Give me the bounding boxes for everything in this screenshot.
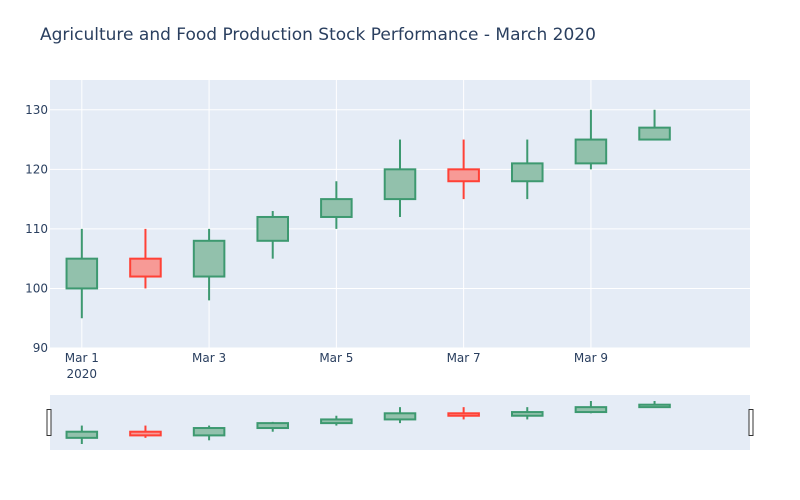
y-tick-label: 90 [33,341,48,355]
candle-decreasing[interactable] [447,139,480,200]
mini-candle [638,401,671,409]
y-tick-label: 100 [25,281,48,295]
mini-candle-body [65,430,99,439]
mini-candle-body [320,418,353,425]
mini-candle-body [574,406,608,414]
y-tick-label: 120 [25,162,48,176]
candle-body [574,138,608,165]
candle-body [511,162,544,183]
range-slider-left-handle[interactable] [46,409,52,436]
mini-candle-body [383,412,417,421]
x-tick-year-label: 2020 [67,367,98,381]
candle-increasing[interactable] [638,109,671,141]
x-tick-label: Mar 1 [65,351,99,365]
mini-candle [256,421,290,432]
candle-decreasing[interactable] [129,228,162,289]
candle-increasing[interactable] [320,181,353,229]
chart-title: Agriculture and Food Production Stock Pe… [40,25,596,45]
x-axis-ticks: Mar 1 2020 Mar 3 Mar 5 Mar 7 Mar 9 [65,351,608,381]
x-tick-label: Mar 5 [319,351,353,365]
candle-increasing[interactable] [383,139,417,217]
mini-candle [129,425,162,438]
candle-body [320,198,353,218]
candle-increasing[interactable] [574,109,608,170]
mini-candle-body [256,422,290,430]
candle-body [129,257,162,278]
candle-increasing[interactable] [65,228,99,319]
x-tick-label: Mar 9 [574,351,608,365]
candle-body [256,215,290,242]
mini-candle [383,407,417,424]
mini-candle-body [638,403,671,409]
y-tick-label: 130 [25,103,48,117]
mini-candle-body [447,412,480,417]
mini-candle [320,415,353,426]
mini-candle [447,407,480,420]
candle-body [65,257,99,290]
mini-candle [192,425,226,441]
mini-candle-body [192,427,226,437]
mini-candle [65,425,99,444]
candle-body [192,239,226,278]
candles [65,109,671,319]
candle-increasing[interactable] [256,211,290,259]
mini-candle-body [511,411,544,417]
y-axis-ticks: 90 100 110 120 130 [25,103,48,355]
x-tick-label: Mar 7 [447,351,481,365]
candle-body [638,126,671,141]
y-tick-label: 110 [25,222,48,236]
candle-body [447,168,480,183]
candle-body [383,168,417,201]
x-tick-label: Mar 3 [192,351,226,365]
candle-increasing[interactable] [511,139,544,200]
range-slider-right-handle[interactable] [748,409,754,436]
mini-candle [511,407,544,420]
mini-candle [574,401,608,414]
range-slider-candles [65,401,671,444]
mini-candle-body [129,430,162,437]
candle-increasing[interactable] [192,228,226,301]
